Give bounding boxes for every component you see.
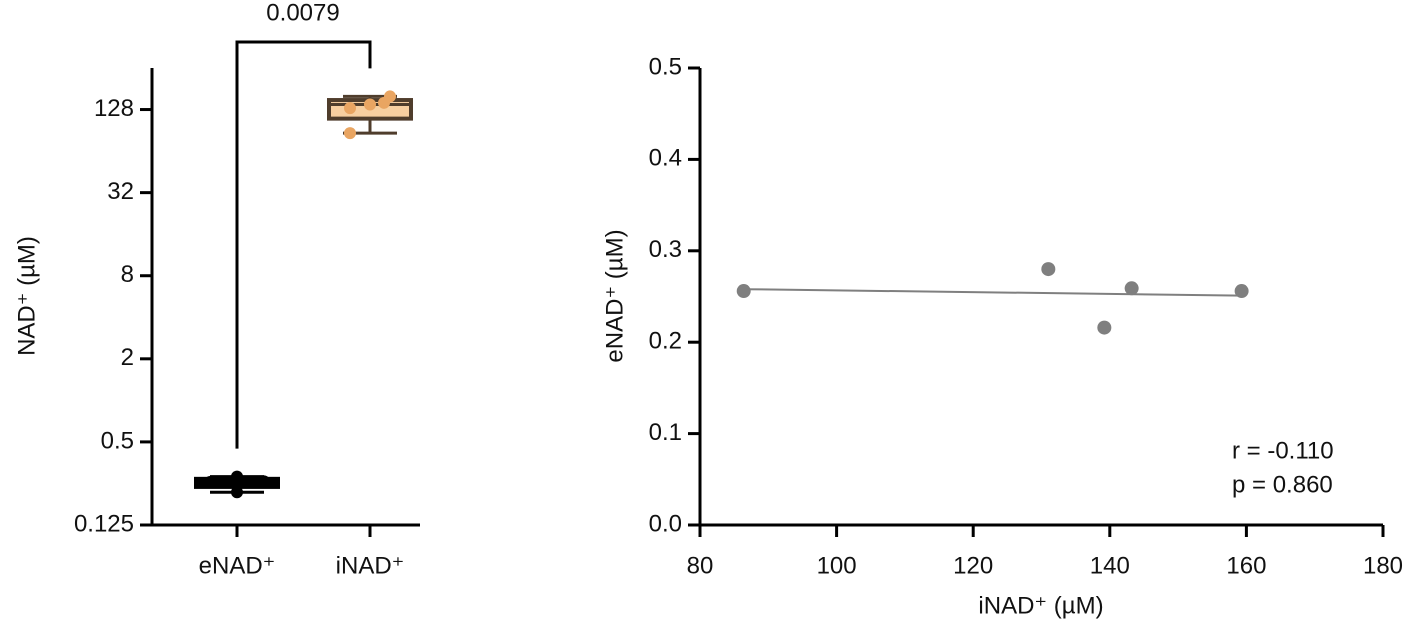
data-point xyxy=(344,102,356,115)
y-tick-label: 0.4 xyxy=(649,145,682,172)
x-tick-label: 140 xyxy=(1090,552,1130,579)
y-tick-label: 0.1 xyxy=(649,419,682,446)
x-tick-label: eNAD⁺ xyxy=(199,552,276,579)
data-point xyxy=(736,284,751,299)
y-tick-label: 0.5 xyxy=(649,53,682,80)
y-tick-label: 8 xyxy=(121,261,134,288)
stat-annotation: p = 0.860 xyxy=(1232,471,1333,498)
data-point xyxy=(1234,284,1249,299)
p-value-annotation: 0.0079 xyxy=(266,0,339,26)
x-tick-label: 100 xyxy=(817,552,857,579)
y-tick-label: 128 xyxy=(94,95,134,122)
data-point xyxy=(258,475,270,488)
y-tick-label: 0.5 xyxy=(101,427,134,454)
x-tick-label: 160 xyxy=(1226,552,1266,579)
data-point xyxy=(1097,320,1112,335)
x-axis-label: iNAD⁺ (µM) xyxy=(978,592,1103,619)
y-tick-label: 32 xyxy=(107,178,134,205)
data-point xyxy=(1041,262,1056,277)
y-axis-label: NAD⁺ (µM) xyxy=(13,236,40,356)
fit-line xyxy=(743,288,1242,297)
x-tick-label: 80 xyxy=(687,552,714,579)
significance-bracket xyxy=(235,40,372,449)
x-tick-label: iNAD⁺ xyxy=(336,552,405,579)
y-tick-label: 0.3 xyxy=(649,236,682,263)
y-tick-label: 2 xyxy=(121,344,134,371)
y-tick-label: 0.0 xyxy=(649,510,682,537)
data-point xyxy=(204,476,216,489)
y-axis-label: eNAD⁺ (µM) xyxy=(601,229,628,362)
data-point xyxy=(231,486,243,499)
data-point xyxy=(364,98,376,111)
x-tick-label: 180 xyxy=(1363,552,1403,579)
data-point xyxy=(344,127,356,140)
data-point xyxy=(231,470,243,483)
stat-annotation: r = -0.110 xyxy=(1232,437,1334,464)
y-tick-label: 0.125 xyxy=(74,510,134,537)
data-point xyxy=(245,476,257,489)
y-tick-label: 0.2 xyxy=(649,328,682,355)
data-point xyxy=(384,90,396,103)
data-point xyxy=(1124,281,1139,296)
x-tick-label: 120 xyxy=(953,552,993,579)
